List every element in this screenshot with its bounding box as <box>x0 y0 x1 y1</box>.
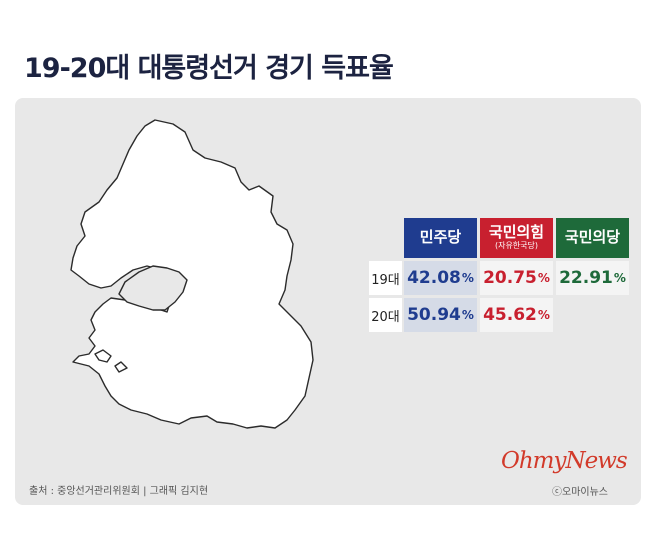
gyeonggi-map <box>70 119 314 429</box>
value-19-minjoo: 42.08% <box>404 261 477 295</box>
source-credit: 출처 : 중앙선거관리위원회 | 그래픽 김지현 <box>29 486 209 497</box>
value-19-ppp: 20.75% <box>480 261 553 295</box>
ohmynews-logo: OhmyNews <box>501 448 628 474</box>
incheon-coast-outline <box>94 349 128 373</box>
party-header-ppp: 국민의힘 (자유한국당) <box>480 218 553 258</box>
value-19-peoples: 22.91% <box>556 261 629 295</box>
row-label-20: 20대 <box>369 298 402 332</box>
gyeonggi-outline <box>70 119 314 429</box>
value-20-minjoo: 50.94% <box>404 298 477 332</box>
copyright-text: ⓒ오마이뉴스 <box>552 487 608 498</box>
page-title: 19-20대 대통령선거 경기 득표율 <box>24 53 394 84</box>
content-panel: 출처 : 중앙선거관리위원회 | 그래픽 김지현 OhmyNews ⓒ오마이뉴스… <box>15 98 641 505</box>
row-label-19: 19대 <box>369 261 402 295</box>
party-header-minjoo: 민주당 <box>404 218 477 258</box>
seoul-outline <box>118 265 188 311</box>
value-20-ppp: 45.62% <box>480 298 553 332</box>
party-header-peoples: 국민의당 <box>556 218 629 258</box>
